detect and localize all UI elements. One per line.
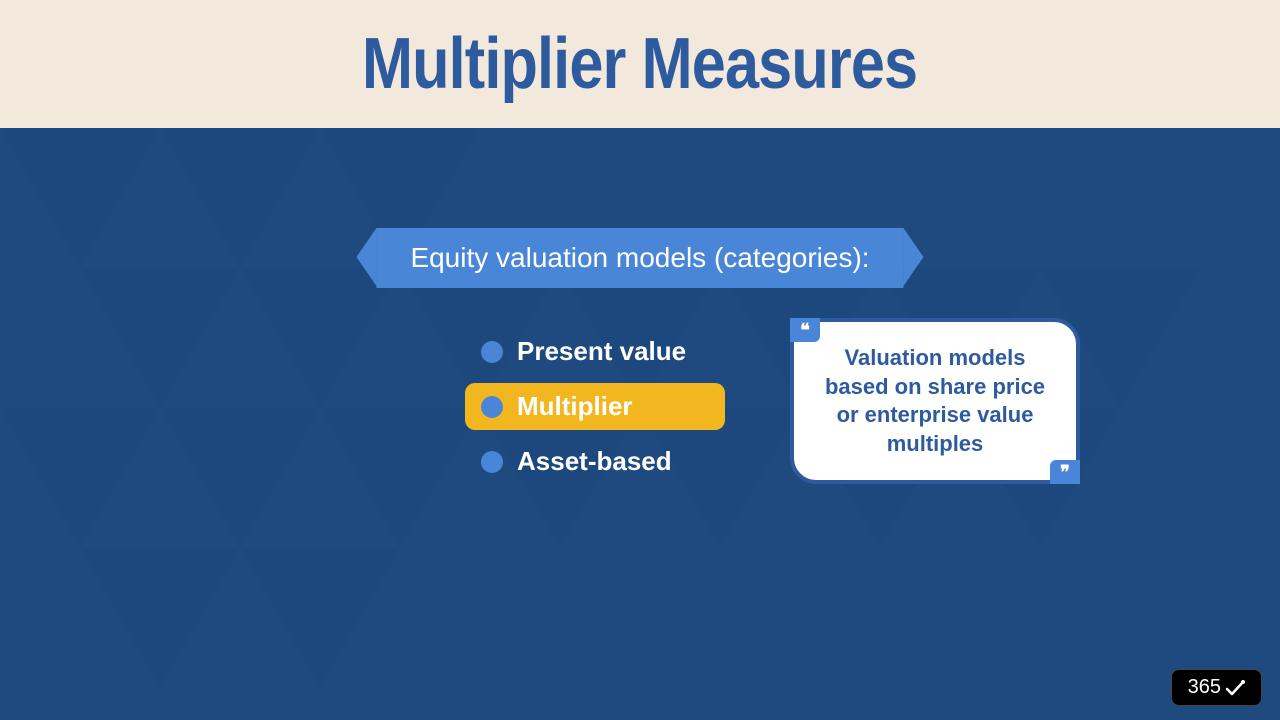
callout-text: Valuation models based on share price or… <box>812 344 1058 458</box>
page-title: Multiplier Measures <box>362 23 917 105</box>
quote-open-icon: ❝ <box>790 318 820 342</box>
category-list: Present value Multiplier Asset-based <box>465 328 725 493</box>
list-item: Present value <box>465 328 725 375</box>
slide-body: Equity valuation models (categories): Pr… <box>0 128 1280 720</box>
brand-logo: 365 <box>1171 669 1262 706</box>
list-item-highlighted: Multiplier <box>465 383 725 430</box>
logo-check-icon <box>1225 679 1245 697</box>
definition-callout: ❝ Valuation models based on share price … <box>790 318 1080 484</box>
bullet-icon <box>481 451 503 473</box>
list-item-label: Asset-based <box>517 446 672 477</box>
ribbon-banner: Equity valuation models (categories): <box>376 228 903 288</box>
bullet-icon <box>481 341 503 363</box>
list-item-label: Multiplier <box>517 391 633 422</box>
header-band: Multiplier Measures <box>0 0 1280 128</box>
list-item: Asset-based <box>465 438 725 485</box>
logo-text: 365 <box>1188 676 1221 699</box>
list-item-label: Present value <box>517 336 686 367</box>
quote-close-icon: ❞ <box>1050 460 1080 484</box>
ribbon-label: Equity valuation models (categories): <box>376 228 903 288</box>
bullet-icon <box>481 396 503 418</box>
